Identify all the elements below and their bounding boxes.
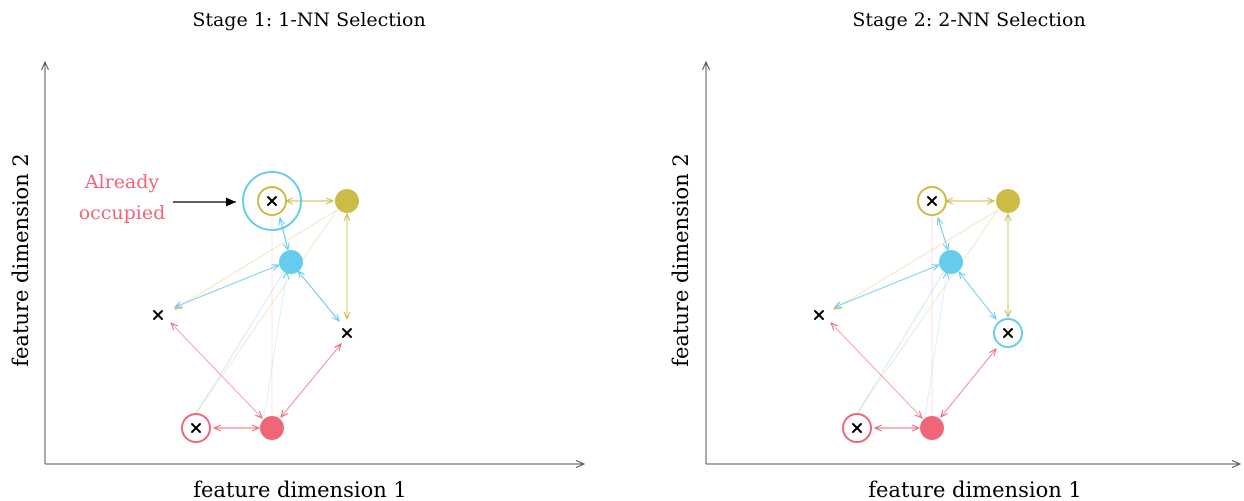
x-marker-left (814, 310, 824, 320)
connections (171, 201, 347, 428)
x-marker-bottom (191, 423, 201, 433)
edge-olive-to-pink-x (195, 209, 338, 414)
connections (831, 201, 1008, 428)
x-marker-right (1003, 328, 1013, 338)
x-axis-label: feature dimension 1 (193, 478, 407, 501)
x-marker-right (342, 328, 352, 338)
edge-olive-to-pink-x (856, 209, 999, 414)
panel-stage-1: Stage 1: 1-NN Selection feature dimensio… (9, 9, 584, 501)
panel-title: Stage 1: 1-NN Selection (192, 9, 425, 31)
edge-olive-to-left-x (834, 209, 999, 309)
edge-pink-to-cyan (263, 272, 287, 418)
annotation-line-1: Already (84, 171, 160, 193)
x-marker-left (153, 310, 163, 320)
edge-cyan-top-x (938, 218, 948, 250)
pink-dot (260, 416, 284, 440)
edge-pink-dot-right-x (941, 349, 996, 417)
edge-cyan-top-x (280, 218, 288, 250)
olive-dot (335, 189, 359, 213)
annotation-line-2: occupied (79, 202, 166, 224)
x-marker-top (927, 196, 937, 206)
edge-cyan-left-x (175, 265, 279, 307)
edge-pink-to-cyan (924, 272, 947, 418)
y-axis-label: feature dimension 2 (9, 153, 33, 367)
cyan-dot (279, 250, 303, 274)
edge-cyan-right-x (298, 271, 339, 321)
x-marker-top (267, 196, 277, 206)
y-axis-label: feature dimension 2 (669, 153, 693, 367)
faint-connections (834, 209, 999, 418)
olive-dot (996, 189, 1020, 213)
edge-pink-dot-left-x (831, 323, 922, 418)
cyan-dot (939, 250, 963, 274)
x-axis-label: feature dimension 1 (868, 478, 1082, 501)
panel-title: Stage 2: 2-NN Selection (852, 9, 1085, 31)
faint-connections (175, 209, 338, 418)
cyan-selection-ring (242, 171, 302, 231)
edge-pink-dot-left-x (171, 323, 262, 418)
edge-pink-dot-right-x (281, 344, 341, 417)
edge-cyan-left-x (835, 265, 939, 307)
edge-cyan-right-x (959, 272, 996, 319)
pink-dot (920, 416, 944, 440)
x-marker-bottom (852, 423, 862, 433)
panel-stage-2: Stage 2: 2-NN Selection feature dimensio… (669, 9, 1240, 501)
